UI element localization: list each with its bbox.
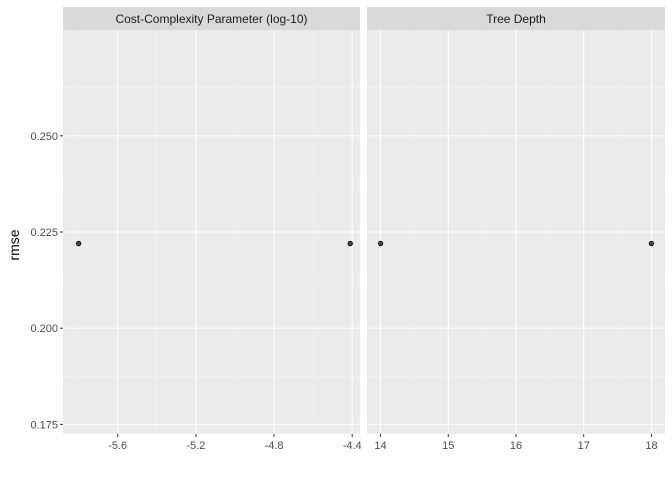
panel-title: Cost-Complexity Parameter (log-10) — [115, 12, 307, 26]
x-tick-label: 14 — [374, 440, 386, 452]
x-tick-label: 15 — [442, 440, 454, 452]
panel-strip — [367, 7, 665, 30]
panel-strip — [63, 7, 360, 30]
panel-title: Tree Depth — [486, 12, 546, 26]
panels: Cost-Complexity Parameter (log-10) -5.6 -5… — [30, 7, 665, 452]
data-point — [75, 240, 82, 247]
x-tick-label: 17 — [578, 440, 590, 452]
x-tick-label: 18 — [645, 440, 657, 452]
x-tick-label: -5.2 — [186, 440, 205, 452]
panel-1: Cost-Complexity Parameter (log-10) -5.6 -5… — [63, 7, 362, 452]
x-tick-label: -4.8 — [265, 440, 284, 452]
data-point — [377, 240, 384, 247]
y-tick-label: 0.175 — [30, 419, 58, 431]
y-tick-label: 0.250 — [30, 131, 58, 143]
x-tick-label: 16 — [510, 440, 522, 452]
y-tick-label: 0.225 — [30, 227, 58, 239]
data-point — [648, 240, 655, 247]
y-axis-title: rmse — [6, 229, 22, 260]
data-point — [347, 240, 353, 247]
x-tick-label: -5.6 — [108, 440, 127, 452]
x-tick-label: -4.4 — [343, 440, 362, 452]
panel-2: Tree Depth 14 15 16 17 18 — [367, 7, 665, 452]
y-tick-label: 0.200 — [30, 323, 58, 335]
